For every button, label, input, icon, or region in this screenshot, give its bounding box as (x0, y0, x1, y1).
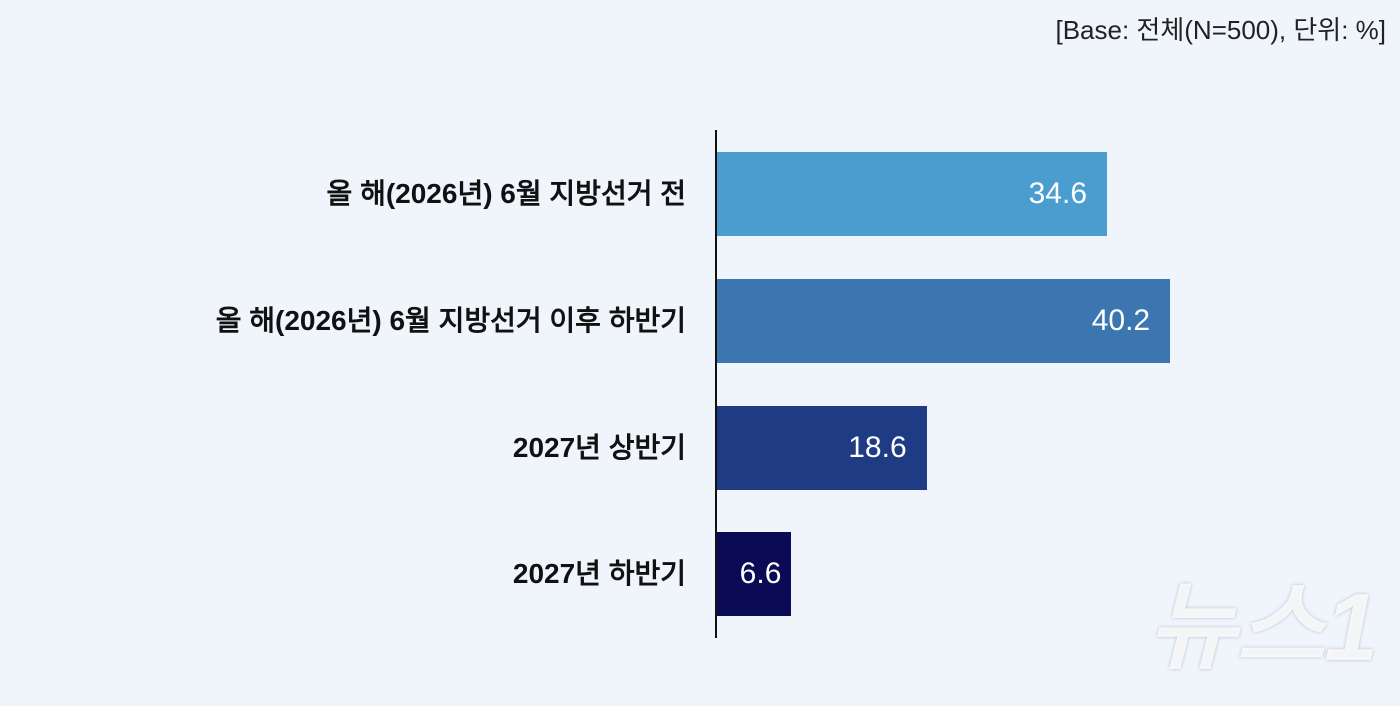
value-label: 34.6 (1028, 177, 1087, 210)
bar: 34.6 (717, 152, 1107, 236)
category-label: 올 해(2026년) 6월 지방선거 전 (326, 178, 686, 209)
category-label: 올 해(2026년) 6월 지방선거 이후 하반기 (215, 305, 686, 336)
base-unit-note: [Base: 전체(N=500), 단위: %] (1055, 15, 1386, 45)
bar: 18.6 (717, 406, 927, 490)
category-label: 2027년 하반기 (512, 558, 686, 589)
category-label: 2027년 상반기 (512, 432, 686, 463)
bar: 40.2 (717, 279, 1171, 363)
y-axis-line (715, 130, 717, 638)
bar: 6.6 (717, 532, 792, 616)
news1-watermark-logo: 뉴스1 (1147, 574, 1378, 681)
value-label: 40.2 (1091, 304, 1151, 337)
value-label: 18.6 (848, 431, 907, 464)
value-label: 6.6 (739, 557, 782, 590)
